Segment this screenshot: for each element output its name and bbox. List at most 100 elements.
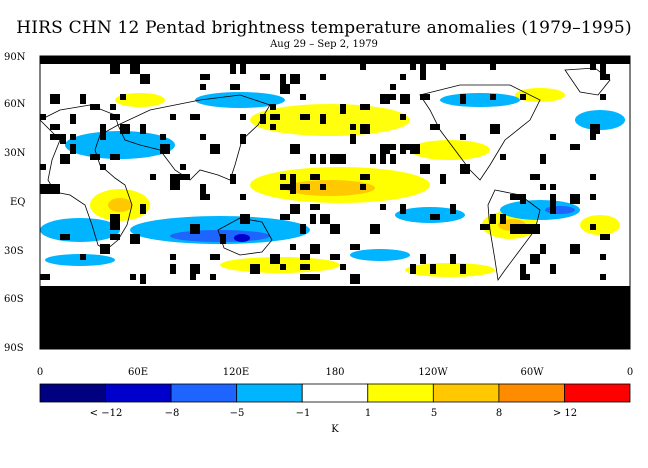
coast-greenland — [564, 67, 611, 96]
missing-data-pixel — [50, 184, 60, 194]
warm-anomaly-regions — [90, 88, 620, 277]
missing-data-pixel — [280, 214, 290, 220]
lat-label-30s: 30S — [4, 246, 24, 257]
missing-data-pixel — [230, 174, 236, 184]
missing-data-pixel — [410, 144, 420, 154]
missing-data-pixel — [140, 74, 150, 84]
missing-data-pixel — [300, 224, 306, 234]
missing-data-pixel — [600, 74, 610, 80]
colorbar-label-m5: −5 — [230, 408, 245, 419]
missing-data-pixel — [230, 84, 240, 90]
missing-data-pixel — [500, 154, 506, 160]
missing-data-pixel — [40, 184, 50, 194]
lon-label-60w: 60W — [520, 367, 544, 378]
missing-data-pixel — [320, 114, 326, 124]
missing-data-pixel — [550, 264, 556, 274]
lon-label-120w: 120W — [418, 367, 448, 378]
missing-data-pixel — [310, 204, 320, 210]
missing-data-pixel — [200, 84, 206, 90]
missing-data-pixel — [530, 174, 540, 180]
missing-data-pixel — [400, 114, 406, 120]
colorbar-swatches — [39, 383, 631, 403]
missing-data-pixel — [570, 144, 580, 150]
missing-data-pixel — [50, 124, 60, 130]
missing-data-pixel — [340, 264, 346, 270]
missing-data-pixel — [330, 254, 340, 260]
missing-data-pixel — [290, 144, 300, 154]
missing-data-pixel — [300, 184, 310, 190]
missing-data-pixel — [40, 114, 46, 120]
missing-data-pixel — [190, 114, 200, 120]
colorbar-swatch — [105, 383, 172, 403]
missing-data-pixel — [60, 154, 70, 164]
missing-data-pixel — [130, 64, 140, 74]
colorbar-swatch — [301, 383, 369, 403]
missing-data-pixel — [520, 94, 526, 100]
missing-data-pixel — [210, 274, 216, 280]
missing-data-pixel — [350, 274, 360, 284]
colorbar-swatch — [170, 383, 238, 403]
missing-data-pixel — [400, 144, 410, 150]
missing-data-pixel — [550, 204, 556, 214]
colorbar-label-m1: −1 — [296, 408, 311, 419]
missing-data-pixel — [520, 194, 526, 204]
missing-data-pixel — [110, 214, 120, 224]
missing-data-pixel — [150, 174, 156, 180]
missing-data-pixel — [330, 154, 340, 164]
colorbar: < −12 −8 −5 −1 1 5 8 > 12 K — [39, 383, 631, 435]
missing-data-pixel — [550, 184, 556, 190]
missing-data-pixel — [590, 134, 596, 140]
missing-data-pixel — [550, 134, 556, 140]
colorbar-swatch — [39, 383, 106, 403]
missing-data-pixel — [360, 64, 366, 70]
missing-data-pixel — [340, 154, 346, 164]
missing-data-pixel — [280, 84, 290, 94]
missing-data-pixel — [350, 244, 360, 250]
missing-data-pixel — [300, 114, 306, 120]
missing-data-pixel — [490, 64, 496, 70]
missing-data-pixel — [370, 154, 376, 164]
missing-data-pixel — [380, 204, 386, 210]
missing-data-pixel — [540, 154, 546, 164]
colorbar-swatch — [367, 383, 434, 403]
missing-data-pixel — [40, 274, 50, 280]
missing-data-pixel — [590, 224, 596, 230]
colorbar-label-5: 5 — [431, 408, 437, 419]
missing-data-pixel — [100, 124, 106, 134]
missing-data-pixel — [80, 254, 86, 260]
coast-australia — [217, 217, 273, 256]
missing-data-pixel — [430, 214, 440, 220]
missing-data-pixel — [590, 174, 596, 180]
lon-label-180: 180 — [325, 367, 344, 378]
missing-data-pixel — [600, 254, 606, 260]
missing-data-south — [40, 286, 630, 349]
coast-africa-europe — [39, 104, 133, 251]
missing-data-pixel — [70, 134, 76, 140]
colorbar-swatch — [564, 383, 631, 403]
missing-data-pixel — [50, 134, 60, 140]
missing-data-pixel — [60, 134, 66, 144]
colorbar-labels: < −12 −8 −5 −1 1 5 8 > 12 — [90, 408, 577, 419]
missing-data-pixel — [280, 174, 286, 180]
missing-data-pixel — [360, 124, 370, 134]
missing-data-pixel — [540, 184, 546, 190]
missing-data-pixel — [50, 94, 60, 104]
missing-data-pixel — [390, 84, 396, 90]
missing-data-pixel — [110, 64, 120, 74]
missing-data-pixel — [420, 94, 430, 100]
lon-label-60e: 60E — [128, 367, 148, 378]
missing-data-pixel — [420, 164, 430, 174]
missing-data-pixel — [200, 194, 210, 200]
map-title: HIRS CHN 12 Pentad brightness temperatur… — [16, 18, 632, 38]
missing-data-pixel — [90, 154, 100, 160]
missing-data-pixel — [300, 264, 310, 270]
missing-data-pixel — [140, 204, 146, 214]
missing-data-pixel — [160, 144, 170, 154]
missing-data-pixel — [240, 64, 246, 74]
missing-data-pixel — [160, 134, 166, 140]
coast-south-america — [487, 189, 541, 282]
lon-label-0-right: 0 — [627, 367, 633, 378]
colorbar-label-gt-12: > 12 — [553, 408, 577, 419]
missing-data-pixel — [270, 124, 276, 130]
lat-label-90n: 90N — [4, 52, 26, 63]
